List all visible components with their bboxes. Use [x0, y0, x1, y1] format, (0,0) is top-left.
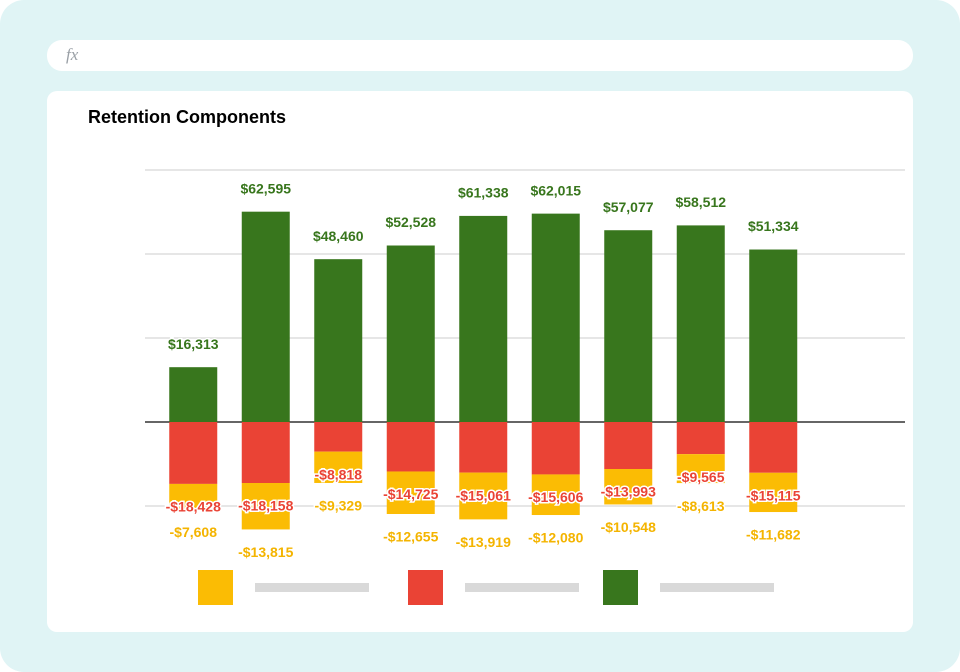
bar	[531, 474, 580, 516]
data-label: -$7,608	[170, 524, 218, 540]
bar	[459, 215, 508, 422]
data-label: $62,015	[530, 182, 581, 198]
bar	[386, 422, 435, 472]
legend-placeholder	[660, 583, 774, 592]
legend-placeholder	[465, 583, 579, 592]
bar	[169, 422, 218, 484]
data-label: -$13,815	[238, 544, 293, 560]
bar	[314, 259, 363, 422]
bar	[604, 469, 653, 505]
chart-title: Retention Components	[88, 107, 286, 127]
data-label: $51,334	[748, 218, 799, 234]
bar	[531, 213, 580, 422]
bar	[459, 422, 508, 473]
data-label: -$18,158	[238, 498, 293, 514]
data-label: $16,313	[168, 336, 219, 352]
bar	[604, 422, 653, 470]
formula-bar[interactable]	[47, 40, 913, 71]
bar	[314, 451, 363, 483]
bar	[241, 211, 290, 422]
legend-swatch	[603, 570, 638, 605]
bar	[749, 422, 798, 473]
bar	[241, 422, 290, 484]
data-label: -$12,080	[528, 530, 583, 546]
data-label: -$9,329	[315, 498, 363, 514]
bar	[314, 422, 363, 452]
bar	[169, 367, 218, 422]
legend-swatch	[198, 570, 233, 605]
data-label: -$13,993	[601, 484, 656, 500]
bar	[531, 422, 580, 475]
bar	[749, 249, 798, 422]
data-label: -$13,919	[456, 534, 511, 550]
data-label: $57,077	[603, 199, 654, 215]
data-label: -$15,115	[746, 487, 801, 503]
data-label: $62,595	[240, 180, 291, 196]
data-label: -$8,613	[677, 498, 725, 514]
bar	[676, 422, 725, 455]
bar	[676, 225, 725, 422]
data-label: -$12,655	[383, 529, 438, 545]
data-label: -$8,818	[315, 466, 363, 482]
data-label: -$11,682	[746, 527, 801, 543]
data-label: -$10,548	[601, 519, 656, 535]
data-label: -$15,606	[528, 489, 583, 505]
bar	[604, 230, 653, 422]
legend-placeholder	[255, 583, 369, 592]
bar	[676, 454, 725, 484]
data-label: -$18,428	[166, 499, 221, 515]
data-label: -$15,061	[456, 487, 511, 503]
data-label: $61,338	[458, 185, 509, 201]
legend-swatch	[408, 570, 443, 605]
bar	[749, 472, 798, 513]
bar	[241, 483, 290, 530]
bar	[459, 472, 508, 520]
bar	[386, 471, 435, 514]
data-label: -$14,725	[383, 486, 438, 502]
data-label: $48,460	[313, 228, 364, 244]
data-label: $58,512	[675, 194, 726, 210]
data-label: -$9,565	[677, 469, 725, 485]
formula-bar-label: fx	[66, 45, 79, 64]
data-label: $52,528	[385, 214, 436, 230]
bar	[386, 245, 435, 422]
bar	[169, 483, 218, 510]
